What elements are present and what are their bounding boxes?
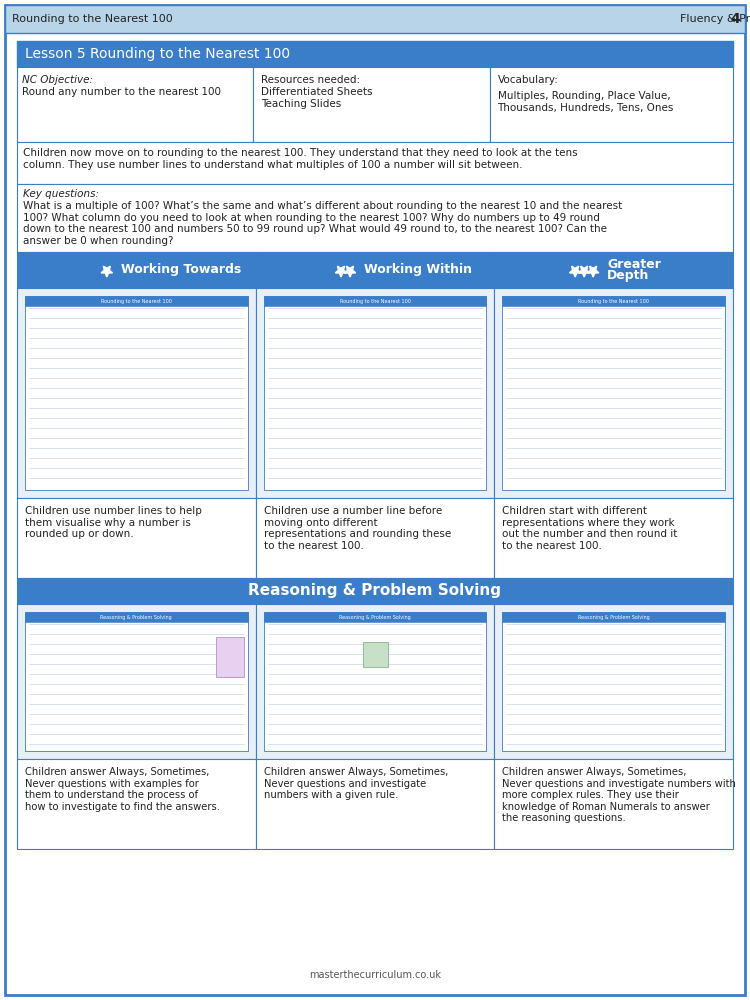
Bar [494, 759, 733, 849]
Bar [490, 67, 733, 142]
Polygon shape [569, 266, 580, 277]
Bar [17, 604, 256, 759]
Text: Lesson 5 Rounding to the Nearest 100: Lesson 5 Rounding to the Nearest 100 [25, 47, 290, 61]
Text: Children start with different
representations where they work
out the number and: Children start with different representa… [503, 506, 678, 551]
Polygon shape [344, 266, 355, 277]
Text: Rounding to the Nearest 100: Rounding to the Nearest 100 [101, 298, 172, 304]
Text: Reasoning & Problem Solving: Reasoning & Problem Solving [339, 614, 411, 619]
Bar [503, 612, 725, 622]
Bar [264, 612, 486, 622]
Polygon shape [578, 266, 590, 277]
Bar [264, 612, 486, 751]
Text: Fluency & Precision: Fluency & Precision [680, 14, 750, 24]
Bar [254, 67, 490, 142]
Text: What is a multiple of 100? What’s the same and what’s different about rounding t: What is a multiple of 100? What’s the sa… [23, 201, 622, 246]
Bar [17, 67, 254, 142]
Bar [494, 252, 733, 288]
Text: Differentiated Sheets
Teaching Slides: Differentiated Sheets Teaching Slides [261, 87, 373, 109]
Polygon shape [335, 266, 346, 277]
Bar [17, 184, 733, 252]
Text: Resources needed:: Resources needed: [261, 75, 361, 85]
Bar [256, 288, 494, 498]
Bar [264, 296, 486, 490]
Text: Vocabulary:: Vocabulary: [497, 75, 559, 85]
Text: Round any number to the nearest 100: Round any number to the nearest 100 [22, 87, 221, 97]
Text: Working Towards: Working Towards [121, 263, 241, 276]
Bar [17, 759, 256, 849]
Text: Multiples, Rounding, Place Value,
Thousands, Hundreds, Tens, Ones: Multiples, Rounding, Place Value, Thousa… [497, 91, 674, 113]
Bar [25, 296, 248, 306]
Text: Rounding to the Nearest 100: Rounding to the Nearest 100 [578, 298, 649, 304]
Text: Working Within: Working Within [364, 263, 472, 276]
Text: Rounding to the Nearest 100: Rounding to the Nearest 100 [12, 14, 173, 24]
Bar [503, 296, 725, 306]
Text: Children answer Always, Sometimes,
Never questions with examples for
them to und: Children answer Always, Sometimes, Never… [25, 767, 220, 812]
Text: Greater: Greater [608, 257, 661, 270]
Bar [25, 612, 248, 622]
Bar [25, 296, 248, 490]
Text: Reasoning & Problem Solving: Reasoning & Problem Solving [578, 614, 650, 619]
Text: Children use number lines to help
them visualise why a number is
rounded up or d: Children use number lines to help them v… [25, 506, 202, 539]
Bar [17, 578, 733, 604]
Text: Reasoning & Problem Solving: Reasoning & Problem Solving [100, 614, 172, 619]
Text: Rounding to the Nearest 100: Rounding to the Nearest 100 [340, 298, 410, 304]
Bar [5, 5, 745, 33]
Bar [503, 612, 725, 751]
Bar [17, 498, 256, 578]
Bar [25, 612, 248, 751]
Bar [503, 296, 725, 490]
Bar [264, 296, 486, 306]
Bar [17, 41, 733, 67]
Text: masterthecurriculum.co.uk: masterthecurriculum.co.uk [309, 970, 441, 980]
Text: 4: 4 [730, 12, 740, 26]
Bar [256, 498, 494, 578]
Text: Key questions:: Key questions: [23, 189, 99, 199]
Text: Children answer Always, Sometimes,
Never questions and investigate numbers with
: Children answer Always, Sometimes, Never… [503, 767, 736, 823]
Bar [256, 759, 494, 849]
Polygon shape [587, 266, 598, 277]
Text: NC Objective:: NC Objective: [22, 75, 93, 85]
Text: Children use a number line before
moving onto different
representations and roun: Children use a number line before moving… [264, 506, 451, 551]
Bar [256, 604, 494, 759]
Polygon shape [101, 266, 112, 277]
Bar [256, 252, 494, 288]
Text: Reasoning & Problem Solving: Reasoning & Problem Solving [248, 584, 502, 598]
Text: Children now move on to rounding to the nearest 100. They understand that they n: Children now move on to rounding to the … [23, 148, 578, 170]
Bar [17, 142, 733, 184]
Text: Depth: Depth [608, 269, 650, 282]
Text: Children answer Always, Sometimes,
Never questions and investigate
numbers with : Children answer Always, Sometimes, Never… [264, 767, 448, 800]
Bar [17, 288, 256, 498]
Bar [17, 252, 256, 288]
Bar [494, 498, 733, 578]
Bar [216, 637, 244, 677]
Bar [494, 288, 733, 498]
Bar [494, 604, 733, 759]
Bar [363, 642, 388, 667]
